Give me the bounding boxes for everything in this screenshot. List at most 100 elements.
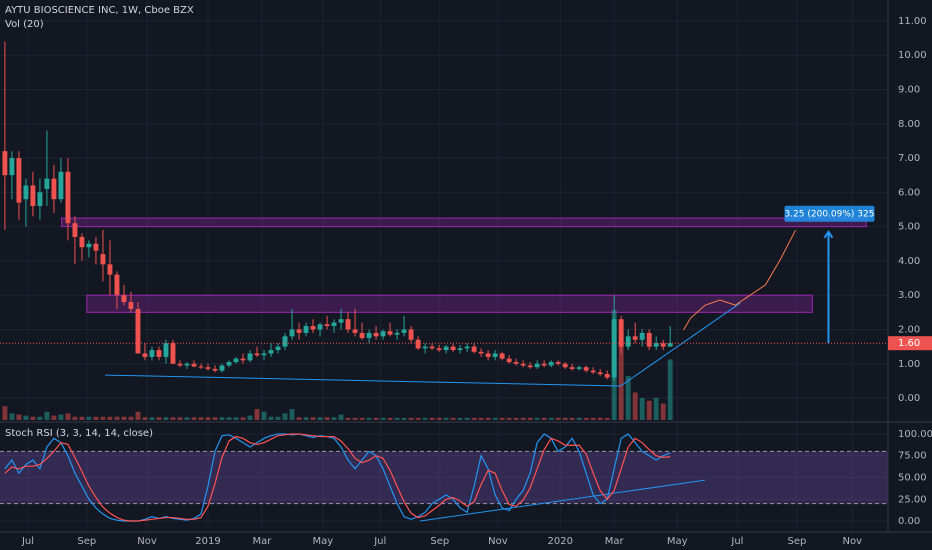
candle-body bbox=[121, 295, 127, 303]
candle-body bbox=[58, 171, 64, 200]
volume-bar bbox=[604, 417, 610, 420]
candle-body bbox=[254, 353, 260, 356]
volume-bar bbox=[422, 417, 428, 420]
candle-body bbox=[296, 329, 302, 333]
volume-bar bbox=[506, 417, 512, 420]
candle-body bbox=[37, 192, 43, 207]
volume-bar bbox=[471, 417, 477, 420]
candle-body bbox=[16, 158, 22, 203]
volume-bar bbox=[135, 411, 141, 420]
y-tick-label: 3.00 bbox=[898, 290, 920, 301]
volume-bar bbox=[513, 417, 519, 420]
volume-bar bbox=[380, 417, 386, 420]
volume-bar bbox=[296, 417, 302, 420]
candle-body bbox=[233, 358, 239, 363]
volume-bar bbox=[359, 417, 365, 420]
volume-bar bbox=[156, 417, 162, 420]
zone bbox=[61, 217, 867, 228]
volume-bar bbox=[345, 417, 351, 420]
candle-body bbox=[548, 362, 554, 366]
candle-body bbox=[450, 346, 456, 351]
volume-bar bbox=[317, 417, 323, 420]
candle-body bbox=[513, 362, 519, 364]
y-tick-label: 50.00 bbox=[898, 472, 927, 483]
candle-body bbox=[177, 363, 183, 366]
candle-body bbox=[268, 350, 274, 354]
volume-bar bbox=[205, 417, 211, 420]
volume-bar bbox=[660, 403, 666, 420]
volume-bar bbox=[352, 417, 358, 420]
candle-body bbox=[212, 368, 218, 371]
x-tick-label: Mar bbox=[605, 536, 625, 547]
y-tick-label: 10.00 bbox=[898, 50, 927, 61]
volume-bar bbox=[436, 417, 442, 420]
candle-body bbox=[408, 329, 414, 340]
volume-bar bbox=[562, 417, 568, 420]
volume-bar bbox=[233, 417, 239, 420]
candle-body bbox=[107, 264, 113, 275]
candle-body bbox=[205, 367, 211, 369]
y-tick-label: 9.00 bbox=[898, 84, 920, 95]
trendline bbox=[620, 302, 741, 387]
candle-body bbox=[44, 178, 50, 189]
chart-title: AYTU BIOSCIENCE INC, 1W, Cboe BZX bbox=[5, 5, 194, 16]
volume-bar bbox=[366, 417, 372, 420]
x-tick-label: Sep bbox=[77, 536, 96, 547]
stoch-band bbox=[0, 451, 888, 504]
volume-bar bbox=[2, 406, 8, 420]
volume-label: Vol (20) bbox=[5, 19, 44, 30]
candle-body bbox=[23, 185, 29, 200]
candle-body bbox=[170, 343, 176, 364]
volume-bar bbox=[457, 417, 463, 420]
candle-body bbox=[394, 332, 400, 335]
candle-body bbox=[163, 343, 169, 357]
zone bbox=[86, 294, 813, 313]
volume-bar bbox=[324, 417, 330, 420]
volume-bar bbox=[478, 417, 484, 420]
volume-bar bbox=[443, 417, 449, 420]
y-tick-label: 2.00 bbox=[898, 324, 920, 335]
candle-body bbox=[506, 358, 512, 363]
candle-body bbox=[457, 348, 463, 351]
x-tick-label: 2020 bbox=[548, 536, 573, 547]
volume-bar bbox=[65, 413, 71, 420]
volume-bar bbox=[142, 417, 148, 420]
candle-body bbox=[142, 353, 148, 357]
volume-bar bbox=[177, 417, 183, 420]
volume-bar bbox=[618, 343, 624, 420]
candle-body bbox=[317, 324, 323, 330]
stoch-trendline bbox=[420, 479, 706, 522]
y-tick-label: 6.00 bbox=[898, 187, 920, 198]
projection-line bbox=[683, 229, 797, 331]
x-tick-label: May bbox=[313, 536, 334, 547]
candle-body bbox=[2, 151, 8, 176]
candle-body bbox=[520, 363, 526, 366]
volume-bar bbox=[219, 417, 225, 420]
volume-bar bbox=[415, 417, 421, 420]
volume-bar bbox=[51, 415, 57, 420]
candle-body bbox=[345, 319, 351, 330]
candle-body bbox=[51, 178, 57, 200]
y-tick-label: 0.00 bbox=[898, 516, 920, 527]
candle-body bbox=[499, 353, 505, 359]
x-tick-label: Nov bbox=[137, 536, 157, 547]
candle-body bbox=[485, 353, 491, 357]
candle-body bbox=[541, 363, 547, 366]
volume-bar bbox=[534, 417, 540, 420]
x-tick-label: Nov bbox=[488, 536, 508, 547]
volume-bar bbox=[597, 417, 603, 420]
candle-body bbox=[597, 372, 603, 375]
candle-body bbox=[219, 365, 225, 371]
volume-bar bbox=[338, 414, 344, 420]
volume-bar bbox=[191, 417, 197, 420]
candle-body bbox=[100, 254, 106, 265]
candle-body bbox=[156, 350, 162, 357]
y-tick-label: 7.00 bbox=[898, 153, 920, 164]
candle-body bbox=[625, 336, 631, 347]
volume-bar bbox=[541, 417, 547, 420]
candle-body bbox=[639, 332, 645, 340]
x-tick-label: Nov bbox=[843, 536, 863, 547]
candle-body bbox=[632, 336, 638, 340]
